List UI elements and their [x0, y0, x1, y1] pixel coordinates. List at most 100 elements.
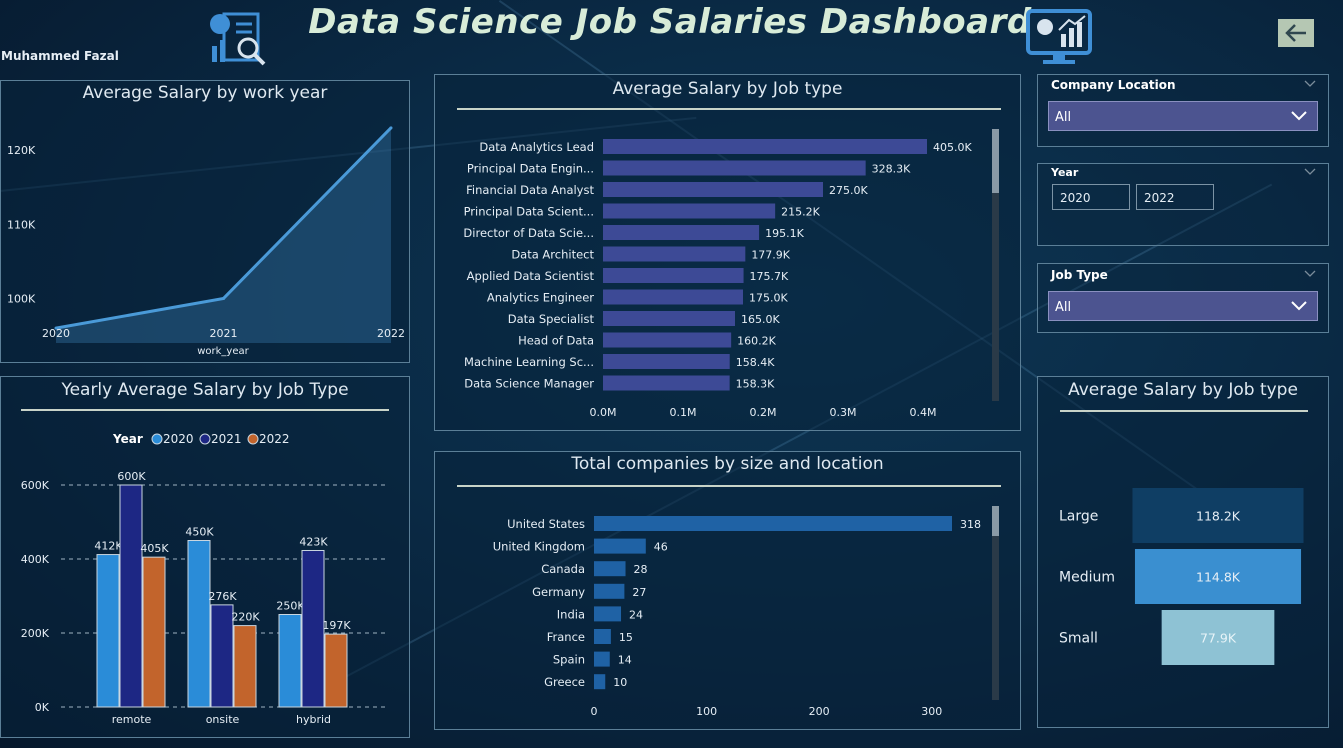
yearly-salary-title: Yearly Average Salary by Job Type [61, 380, 349, 400]
arrow-left-icon [1285, 24, 1306, 42]
data-label: 220K [231, 611, 260, 624]
data-label: 46 [654, 541, 668, 554]
data-label: 276K [208, 590, 237, 603]
chevron-down-icon[interactable] [1304, 80, 1316, 88]
year-from-input[interactable]: 2020 [1052, 184, 1130, 210]
category-label: France [547, 630, 585, 644]
category-label: Financial Data Analyst [466, 183, 594, 197]
data-label: 114.8K [1196, 570, 1241, 585]
job-type-slicer: Job Type All [1037, 263, 1329, 333]
legend-label: 2020 [163, 432, 194, 446]
bar [142, 556, 166, 708]
data-label: 412K [94, 540, 123, 553]
scrollbar-track[interactable] [992, 506, 999, 700]
data-label: 27 [632, 586, 646, 599]
company-location-slicer: Company Location All [1037, 74, 1329, 147]
data-label: 405K [140, 542, 169, 555]
category-label: Principal Data Engin... [467, 162, 594, 176]
data-label: 328.3K [872, 163, 911, 176]
data-point [389, 126, 393, 130]
data-label: 24 [629, 608, 643, 621]
y-tick-label: 400K [21, 553, 50, 566]
bar [301, 549, 325, 708]
bar [603, 203, 776, 219]
monitor-chart-icon [1026, 9, 1092, 64]
funnel-bar [1161, 610, 1275, 665]
company-size-title: Average Salary by Job type [1068, 380, 1298, 400]
data-label: 318 [960, 518, 981, 531]
data-label: 250K [276, 600, 305, 613]
bar [594, 583, 625, 599]
category-label: Data Science Manager [464, 377, 594, 391]
company-location-label: Company Location [1051, 78, 1176, 92]
company-location-value: All [1055, 110, 1072, 125]
bar [96, 554, 120, 708]
category-label: Analytics Engineer [487, 291, 594, 305]
category-label: Greece [544, 675, 585, 689]
category-label: Applied Data Scientist [467, 269, 595, 283]
bar [594, 674, 606, 690]
work-year-panel: Average Salary by work year 100K 110K 120K… [0, 80, 410, 363]
bar [603, 354, 730, 369]
job-type-label: Job Type [1051, 268, 1108, 282]
x-tick-label: 100 [696, 705, 717, 718]
legend-title: Year [112, 432, 143, 446]
bar [233, 625, 257, 708]
category-label: United Kingdom [493, 540, 585, 554]
year-to-input[interactable]: 2022 [1136, 184, 1214, 210]
x-tick-label: 2022 [377, 327, 405, 340]
bar [594, 606, 622, 622]
data-label: 158.4K [736, 356, 775, 369]
chevron-down-icon [1291, 301, 1307, 311]
title-divider [457, 485, 1001, 487]
bar [187, 540, 211, 708]
category-label: Director of Data Scie... [463, 226, 594, 240]
category-label: Data Analytics Lead [479, 140, 594, 154]
bar [603, 375, 730, 391]
bar [119, 484, 143, 708]
category-label: Principal Data Scient... [464, 205, 594, 219]
data-label: 175.0K [749, 292, 788, 305]
legend-swatch [199, 433, 211, 445]
job-type-salary-panel: Average Salary by Job type Data Analytic… [434, 74, 1021, 431]
bar [603, 268, 744, 283]
data-label: 158.3K [736, 378, 775, 391]
y-tick-label: 600K [21, 479, 50, 492]
data-point [222, 296, 225, 300]
bar [603, 182, 823, 197]
data-label: 160.2K [737, 335, 776, 348]
x-tick-label: 0.3M [830, 406, 857, 419]
company-size-funnel-chart: 118.2K Large 114.8K Medium 77.9K Small [1059, 488, 1304, 665]
company-location-dropdown[interactable]: All [1048, 101, 1318, 131]
data-label: 177.9K [751, 249, 790, 262]
scrollbar-thumb[interactable] [992, 506, 999, 536]
job-type-salary-title: Average Salary by Job type [612, 79, 843, 99]
data-label: 118.2K [1196, 509, 1241, 524]
data-label: 28 [634, 563, 648, 576]
data-label: 195.1K [765, 227, 804, 240]
data-label: 275.0K [829, 184, 868, 197]
data-point [54, 326, 58, 330]
category-label: Spain [553, 653, 585, 667]
chevron-down-icon[interactable] [1304, 270, 1316, 278]
data-label: 450K [185, 526, 214, 539]
bar [594, 651, 610, 667]
area-fill [56, 127, 391, 343]
data-label: 175.7K [750, 270, 789, 283]
scrollbar-thumb[interactable] [992, 129, 999, 193]
yearly-clustered-bar-chart: 0K 200K 400K 600K Year 2020 2021 2022 412K 600K 40… [21, 432, 389, 726]
legend-label: 2022 [259, 432, 290, 446]
category-label: Data Architect [511, 248, 594, 262]
funnel-bar [1132, 488, 1304, 543]
title-divider [21, 409, 389, 411]
job-type-dropdown[interactable]: All [1048, 291, 1318, 321]
chevron-down-icon[interactable] [1304, 168, 1316, 176]
bar [278, 614, 302, 708]
y-tick-label: 120K [7, 144, 36, 157]
scrollbar-track[interactable] [992, 129, 999, 401]
x-tick-label: 2021 [210, 327, 238, 340]
back-button[interactable] [1278, 19, 1314, 47]
data-label: 215.2K [781, 206, 820, 219]
legend-swatch [247, 433, 259, 445]
x-tick-label: onsite [206, 713, 240, 726]
